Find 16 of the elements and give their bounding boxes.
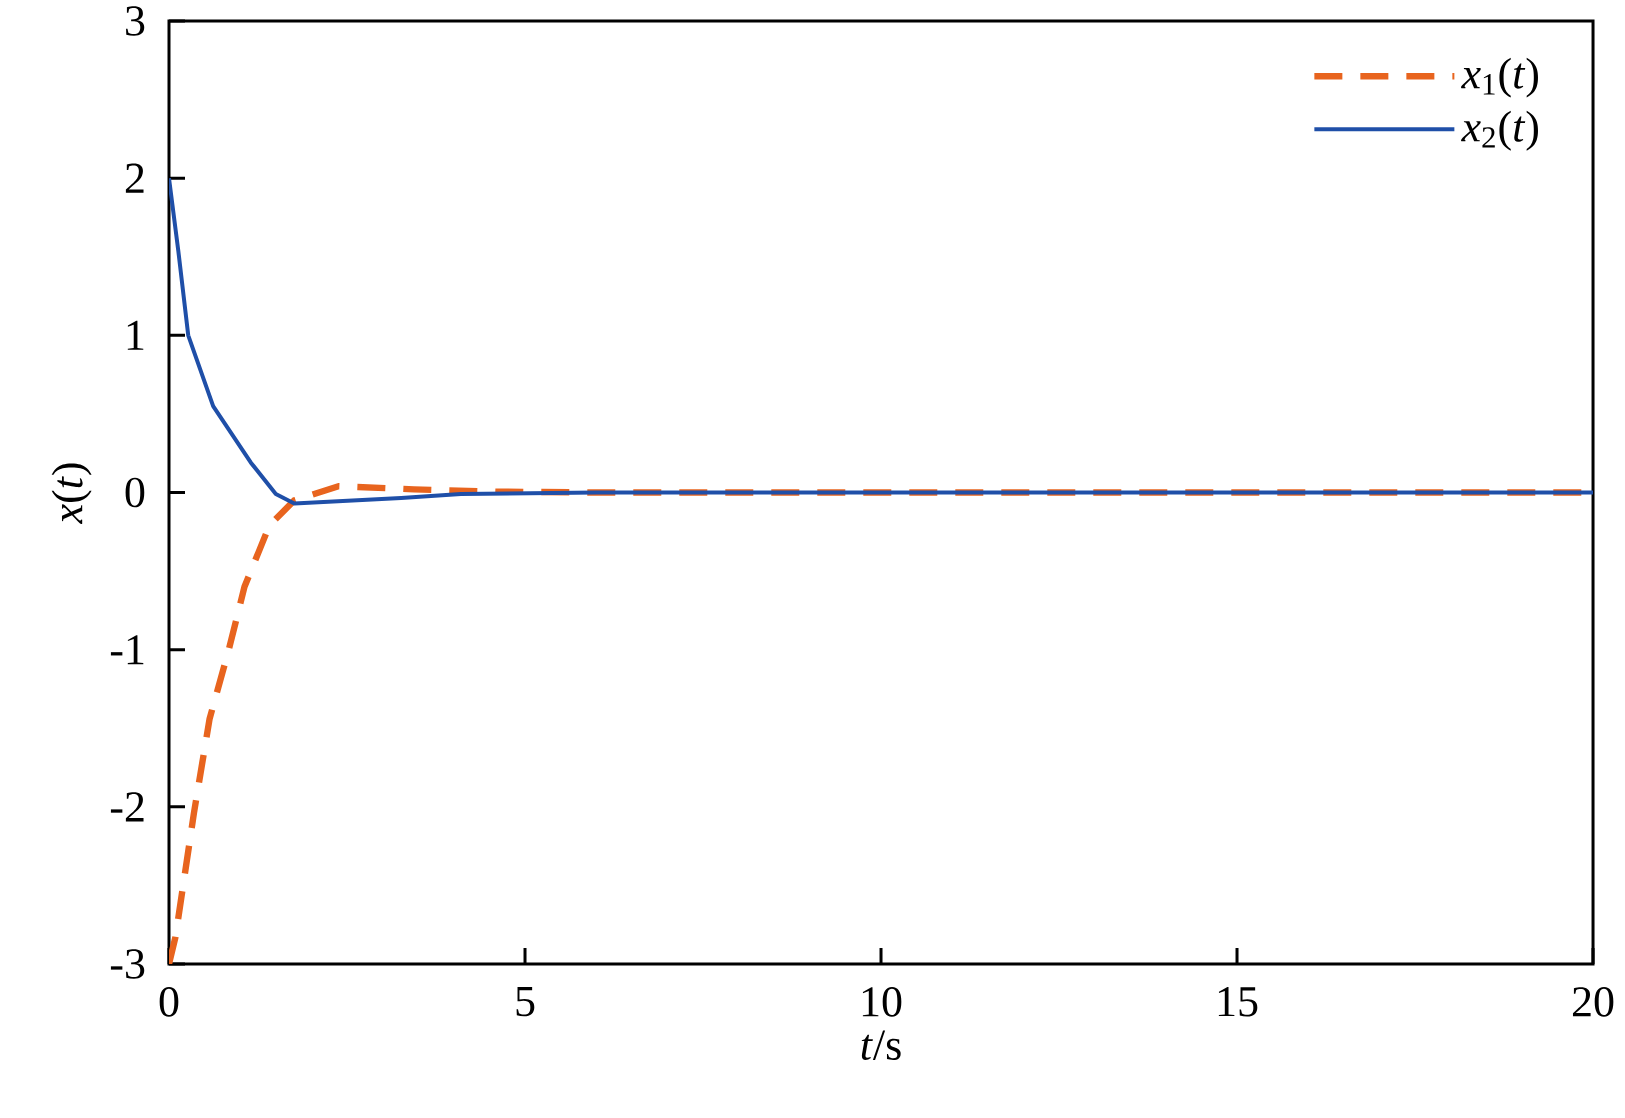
x-tick-label: 20 bbox=[1572, 987, 1614, 1017]
x-tick-label: 15 bbox=[1218, 987, 1258, 1017]
legend-label: x$_{1}$(t) bbox=[1461, 57, 1538, 98]
y-tick-label: 1 bbox=[127, 320, 144, 350]
y-axis-title: x(t) bbox=[51, 463, 92, 524]
x-tick-label: 10 bbox=[862, 987, 902, 1017]
y-tick-label: 3 bbox=[126, 6, 145, 36]
y-tick-label: 0 bbox=[125, 477, 145, 508]
y-tick-label: -2 bbox=[110, 792, 144, 822]
y-tick-label: -3 bbox=[110, 949, 145, 979]
x-axis-title: t/s bbox=[861, 1030, 901, 1060]
x-tick-label: 0 bbox=[159, 987, 179, 1017]
x-tick-label: 5 bbox=[516, 987, 535, 1017]
legend-label: x$_{2}$(t) bbox=[1461, 110, 1538, 151]
y-tick-label: -1 bbox=[110, 635, 144, 665]
y-tick-label: 2 bbox=[125, 163, 144, 193]
